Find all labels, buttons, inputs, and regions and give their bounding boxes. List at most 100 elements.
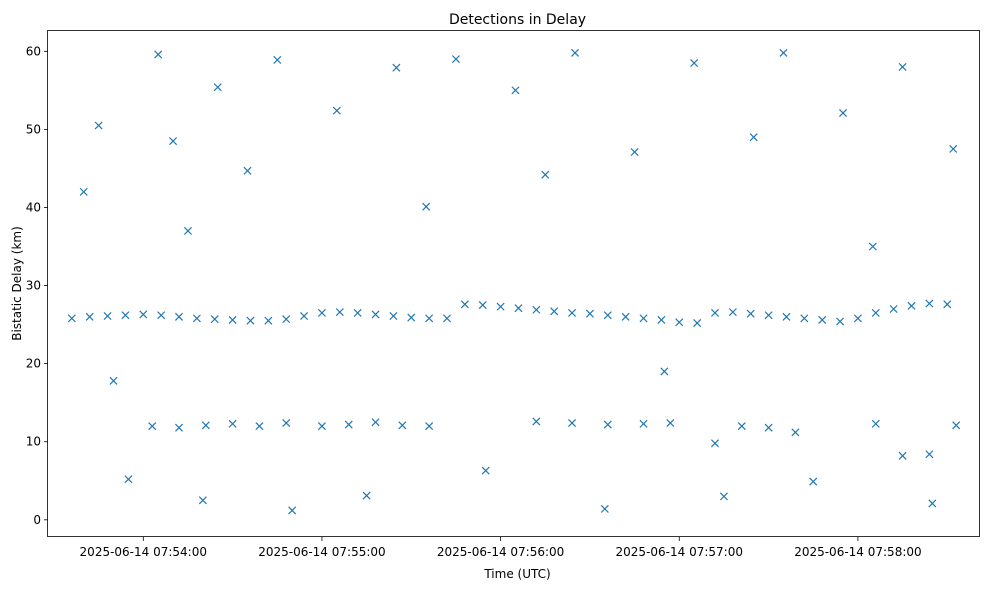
data-point <box>690 58 699 68</box>
data-point <box>782 312 791 321</box>
data-point <box>791 428 800 437</box>
plot-frame <box>47 30 980 537</box>
data-point <box>952 421 961 430</box>
data-point <box>389 311 398 321</box>
data-point <box>621 312 630 321</box>
data-point <box>148 422 157 431</box>
data-point <box>600 504 609 513</box>
y-axis-ticks: 0 10 20 30 40 50 60 <box>26 44 48 527</box>
x-tick-label: 2025-06-14 07:54:00 <box>80 545 207 559</box>
data-point <box>639 419 648 428</box>
data-point <box>174 312 184 321</box>
y-tick-label: 30 <box>26 279 41 293</box>
data-point <box>550 307 559 316</box>
data-point <box>728 308 737 317</box>
data-point <box>779 48 788 57</box>
data-point <box>317 308 326 317</box>
data-point <box>371 418 380 427</box>
data-point <box>79 187 88 196</box>
data-point <box>300 311 309 321</box>
data-point <box>174 423 184 432</box>
data-point <box>317 422 326 431</box>
data-point <box>532 305 541 314</box>
data-point <box>183 226 192 235</box>
data-point <box>425 422 434 431</box>
data-point <box>169 137 178 146</box>
data-point <box>710 308 720 317</box>
data-point <box>871 308 880 317</box>
data-point <box>764 423 773 432</box>
data-point <box>103 311 112 321</box>
data-point <box>719 492 728 501</box>
data-point <box>898 451 907 460</box>
data-point <box>407 313 416 322</box>
data-point <box>425 314 434 323</box>
data-point <box>198 496 207 505</box>
data-point <box>746 309 755 318</box>
x-tick-label: 2025-06-14 07:57:00 <box>616 545 743 559</box>
data-point <box>603 311 612 320</box>
chart-title: Detections in Delay <box>449 12 586 28</box>
x-tick-label: 2025-06-14 07:55:00 <box>258 545 385 559</box>
data-point <box>871 419 880 428</box>
data-point <box>693 319 702 328</box>
data-point <box>353 308 362 317</box>
data-point <box>541 170 550 179</box>
data-point <box>836 317 845 326</box>
data-point <box>737 422 746 431</box>
data-point <box>925 450 934 459</box>
data-point <box>157 311 166 320</box>
data-point <box>949 144 958 153</box>
data-point <box>675 318 684 327</box>
data-point <box>246 316 255 325</box>
data-point <box>451 55 460 64</box>
data-point <box>571 48 580 57</box>
data-point <box>264 316 273 325</box>
data-point <box>481 466 490 475</box>
data-point <box>568 308 577 317</box>
data-point <box>925 299 934 308</box>
x-axis-label: Time (UTC) <box>483 567 550 581</box>
data-point <box>282 315 291 324</box>
data-point <box>928 499 937 508</box>
data-point <box>639 314 648 323</box>
data-point <box>749 133 758 142</box>
data-point <box>67 314 76 323</box>
x-tick-label: 2025-06-14 07:58:00 <box>794 545 921 559</box>
data-point <box>898 62 907 71</box>
data-point <box>809 477 818 486</box>
data-point <box>392 63 401 72</box>
data-point <box>201 421 210 430</box>
y-tick-label: 20 <box>26 357 41 371</box>
data-point <box>603 420 612 429</box>
data-point <box>839 108 848 118</box>
data-point <box>818 315 827 324</box>
data-point <box>660 367 669 376</box>
data-point <box>585 309 594 318</box>
y-axis-label: Bistatic Delay (km) <box>10 226 24 341</box>
data-point <box>889 304 898 314</box>
data-point <box>228 419 237 428</box>
data-point <box>478 301 487 310</box>
data-point <box>273 55 282 64</box>
data-point <box>109 376 118 385</box>
data-point <box>496 302 505 311</box>
data-point <box>288 506 297 515</box>
data-point <box>121 311 130 320</box>
y-tick-label: 10 <box>26 435 41 449</box>
data-point <box>335 308 344 317</box>
data-point <box>460 300 469 309</box>
data-point <box>800 314 809 323</box>
y-tick-label: 0 <box>33 513 41 527</box>
data-point <box>568 418 577 428</box>
data-point <box>243 166 252 175</box>
data-point <box>943 300 952 309</box>
data-point <box>139 310 148 319</box>
data-point <box>213 83 222 92</box>
data-point <box>630 148 639 157</box>
data-point <box>398 421 407 430</box>
data-point <box>422 202 431 211</box>
x-axis-ticks: 2025-06-14 07:54:00 2025-06-14 07:55:00 20… <box>80 537 922 559</box>
data-point <box>332 106 341 115</box>
